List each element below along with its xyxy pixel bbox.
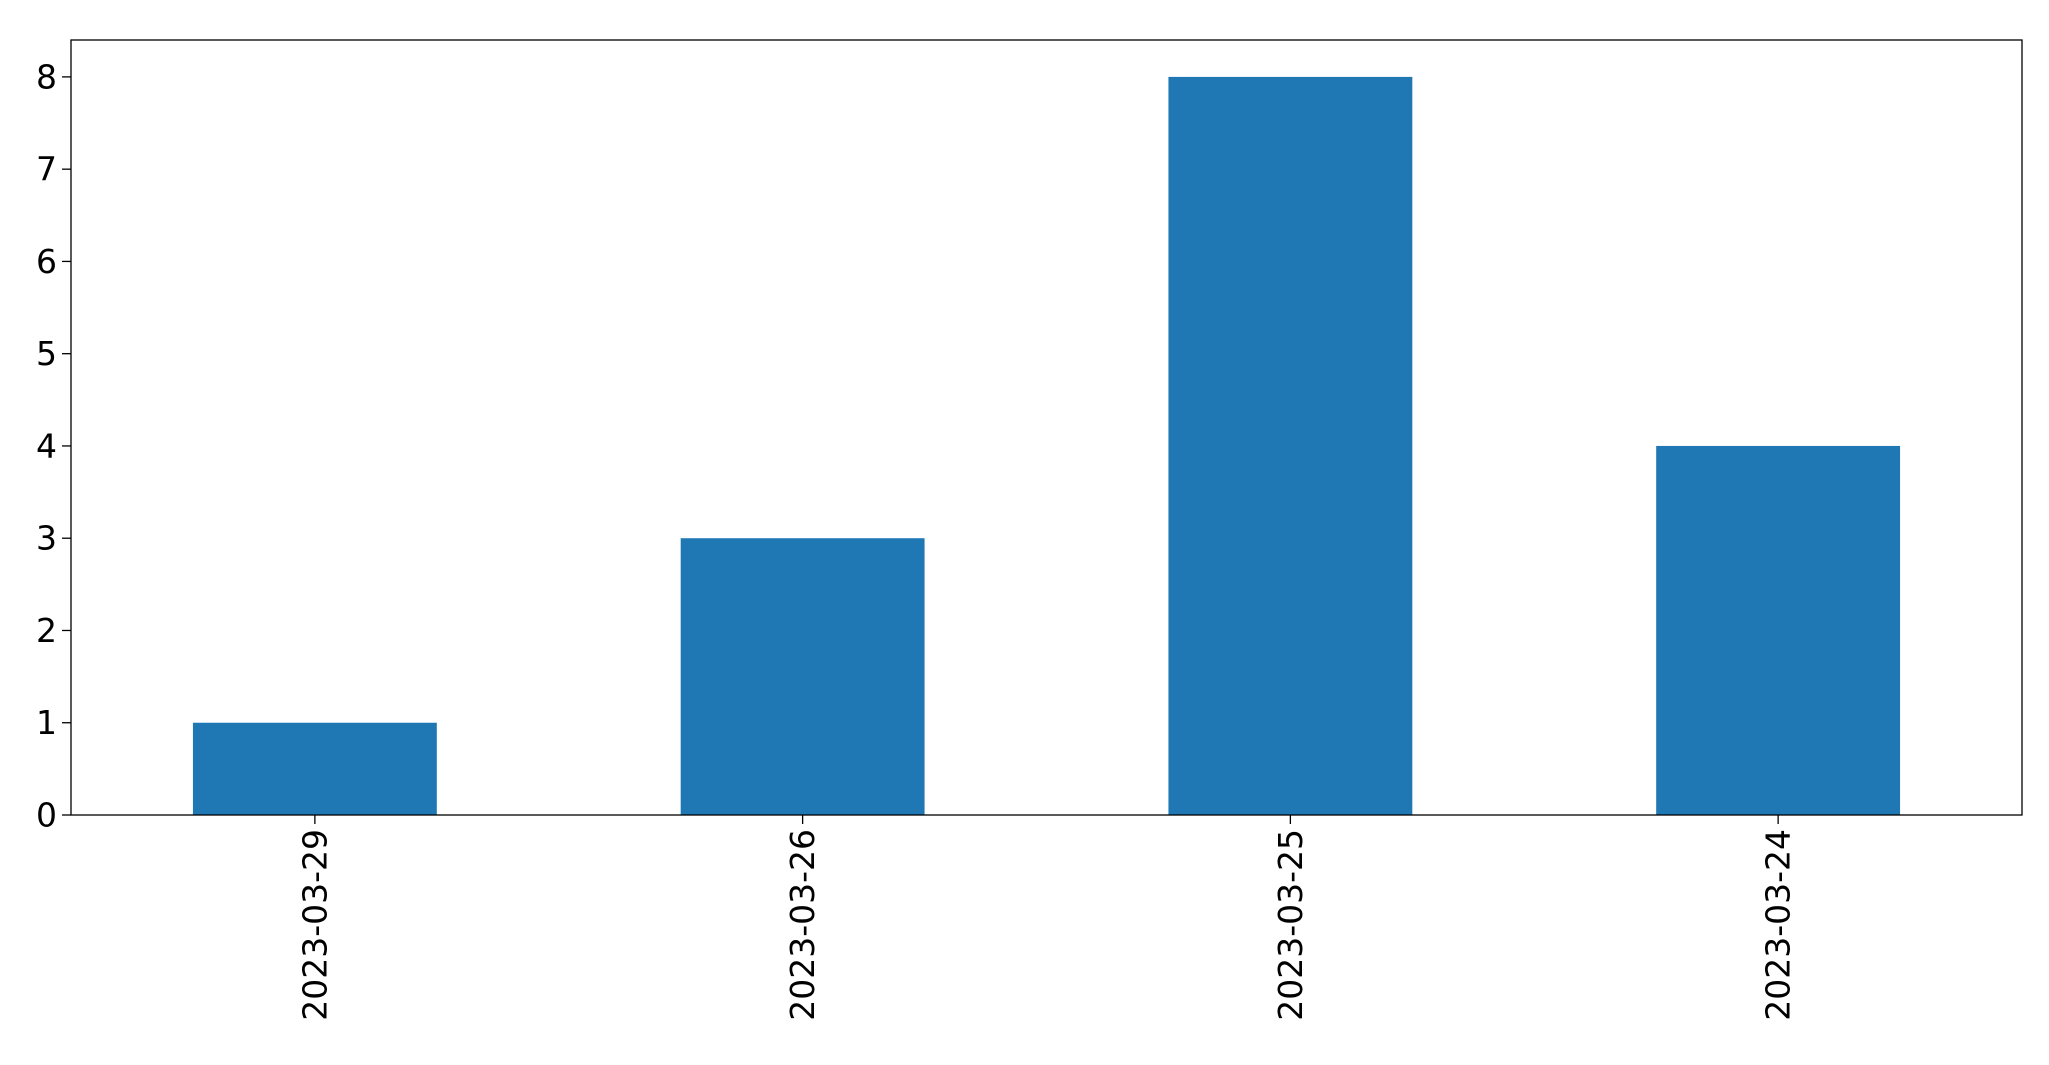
y-axis: 0 1 2 3 4 5 6 7 8 <box>36 57 71 835</box>
y-tick-label: 3 <box>36 519 57 558</box>
bar-2023-03-24 <box>1656 445 1901 815</box>
plot-frame <box>70 39 2023 816</box>
y-tick-label: 4 <box>36 426 57 465</box>
y-tick-label: 2 <box>36 611 57 650</box>
bar-2023-03-26 <box>680 538 925 815</box>
y-tick-label: 0 <box>36 796 57 835</box>
y-tick-label: 6 <box>36 242 57 281</box>
bar-2023-03-29 <box>192 722 437 815</box>
x-tick-label: 2023-03-25 <box>1271 829 1310 1021</box>
bar-2023-03-25 <box>1168 76 1413 815</box>
bars-layer <box>192 76 1901 815</box>
y-tick-label: 8 <box>36 57 57 96</box>
y-tick-label: 5 <box>36 334 57 373</box>
x-tick-label: 2023-03-26 <box>783 829 822 1021</box>
x-tick-label: 2023-03-24 <box>1759 829 1798 1021</box>
x-tick-label: 2023-03-29 <box>295 829 334 1021</box>
x-axis: 2023-03-29 2023-03-26 2023-03-25 2023-03-24 <box>295 815 1798 1021</box>
y-tick-label: 7 <box>36 150 57 189</box>
y-tick-label: 1 <box>36 703 57 742</box>
